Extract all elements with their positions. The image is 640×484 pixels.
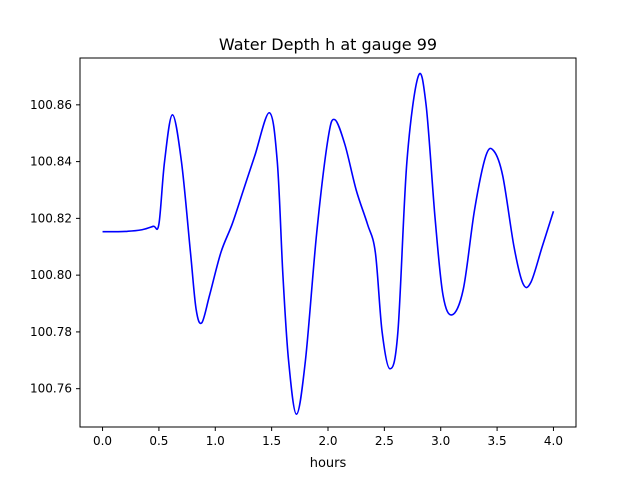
plot-area (80, 58, 576, 427)
y-tick-label: 100.82 (30, 211, 72, 225)
series-line (102, 72, 555, 416)
x-tick-label: 2.5 (375, 434, 394, 448)
x-tick-label: 0.5 (149, 434, 168, 448)
y-tick-label: 100.80 (30, 268, 72, 282)
x-tick-label: 2.0 (318, 434, 337, 448)
x-axis-label: hours (310, 456, 347, 471)
plot-frame (79, 57, 577, 428)
x-tick-label: 1.5 (262, 434, 281, 448)
x-tick-label: 0.0 (93, 434, 112, 448)
chart-title: Water Depth h at gauge 99 (219, 35, 437, 54)
x-tick-label: 3.0 (431, 434, 450, 448)
series-layer (102, 72, 555, 416)
x-tick-label: 4.0 (544, 434, 563, 448)
y-tick-label: 100.76 (30, 382, 72, 396)
y-axis-ticks: 100.76 100.78 100.80 100.82 100.84 100.86 (30, 98, 80, 396)
y-tick-label: 100.84 (30, 155, 72, 169)
y-tick-label: 100.78 (30, 325, 72, 339)
x-tick-label: 1.0 (206, 434, 225, 448)
y-tick-label: 100.86 (30, 98, 72, 112)
x-axis-ticks: 0.0 0.5 1.0 1.5 2.0 2.5 3.0 3.5 4.0 (93, 427, 563, 448)
x-tick-label: 3.5 (488, 434, 507, 448)
